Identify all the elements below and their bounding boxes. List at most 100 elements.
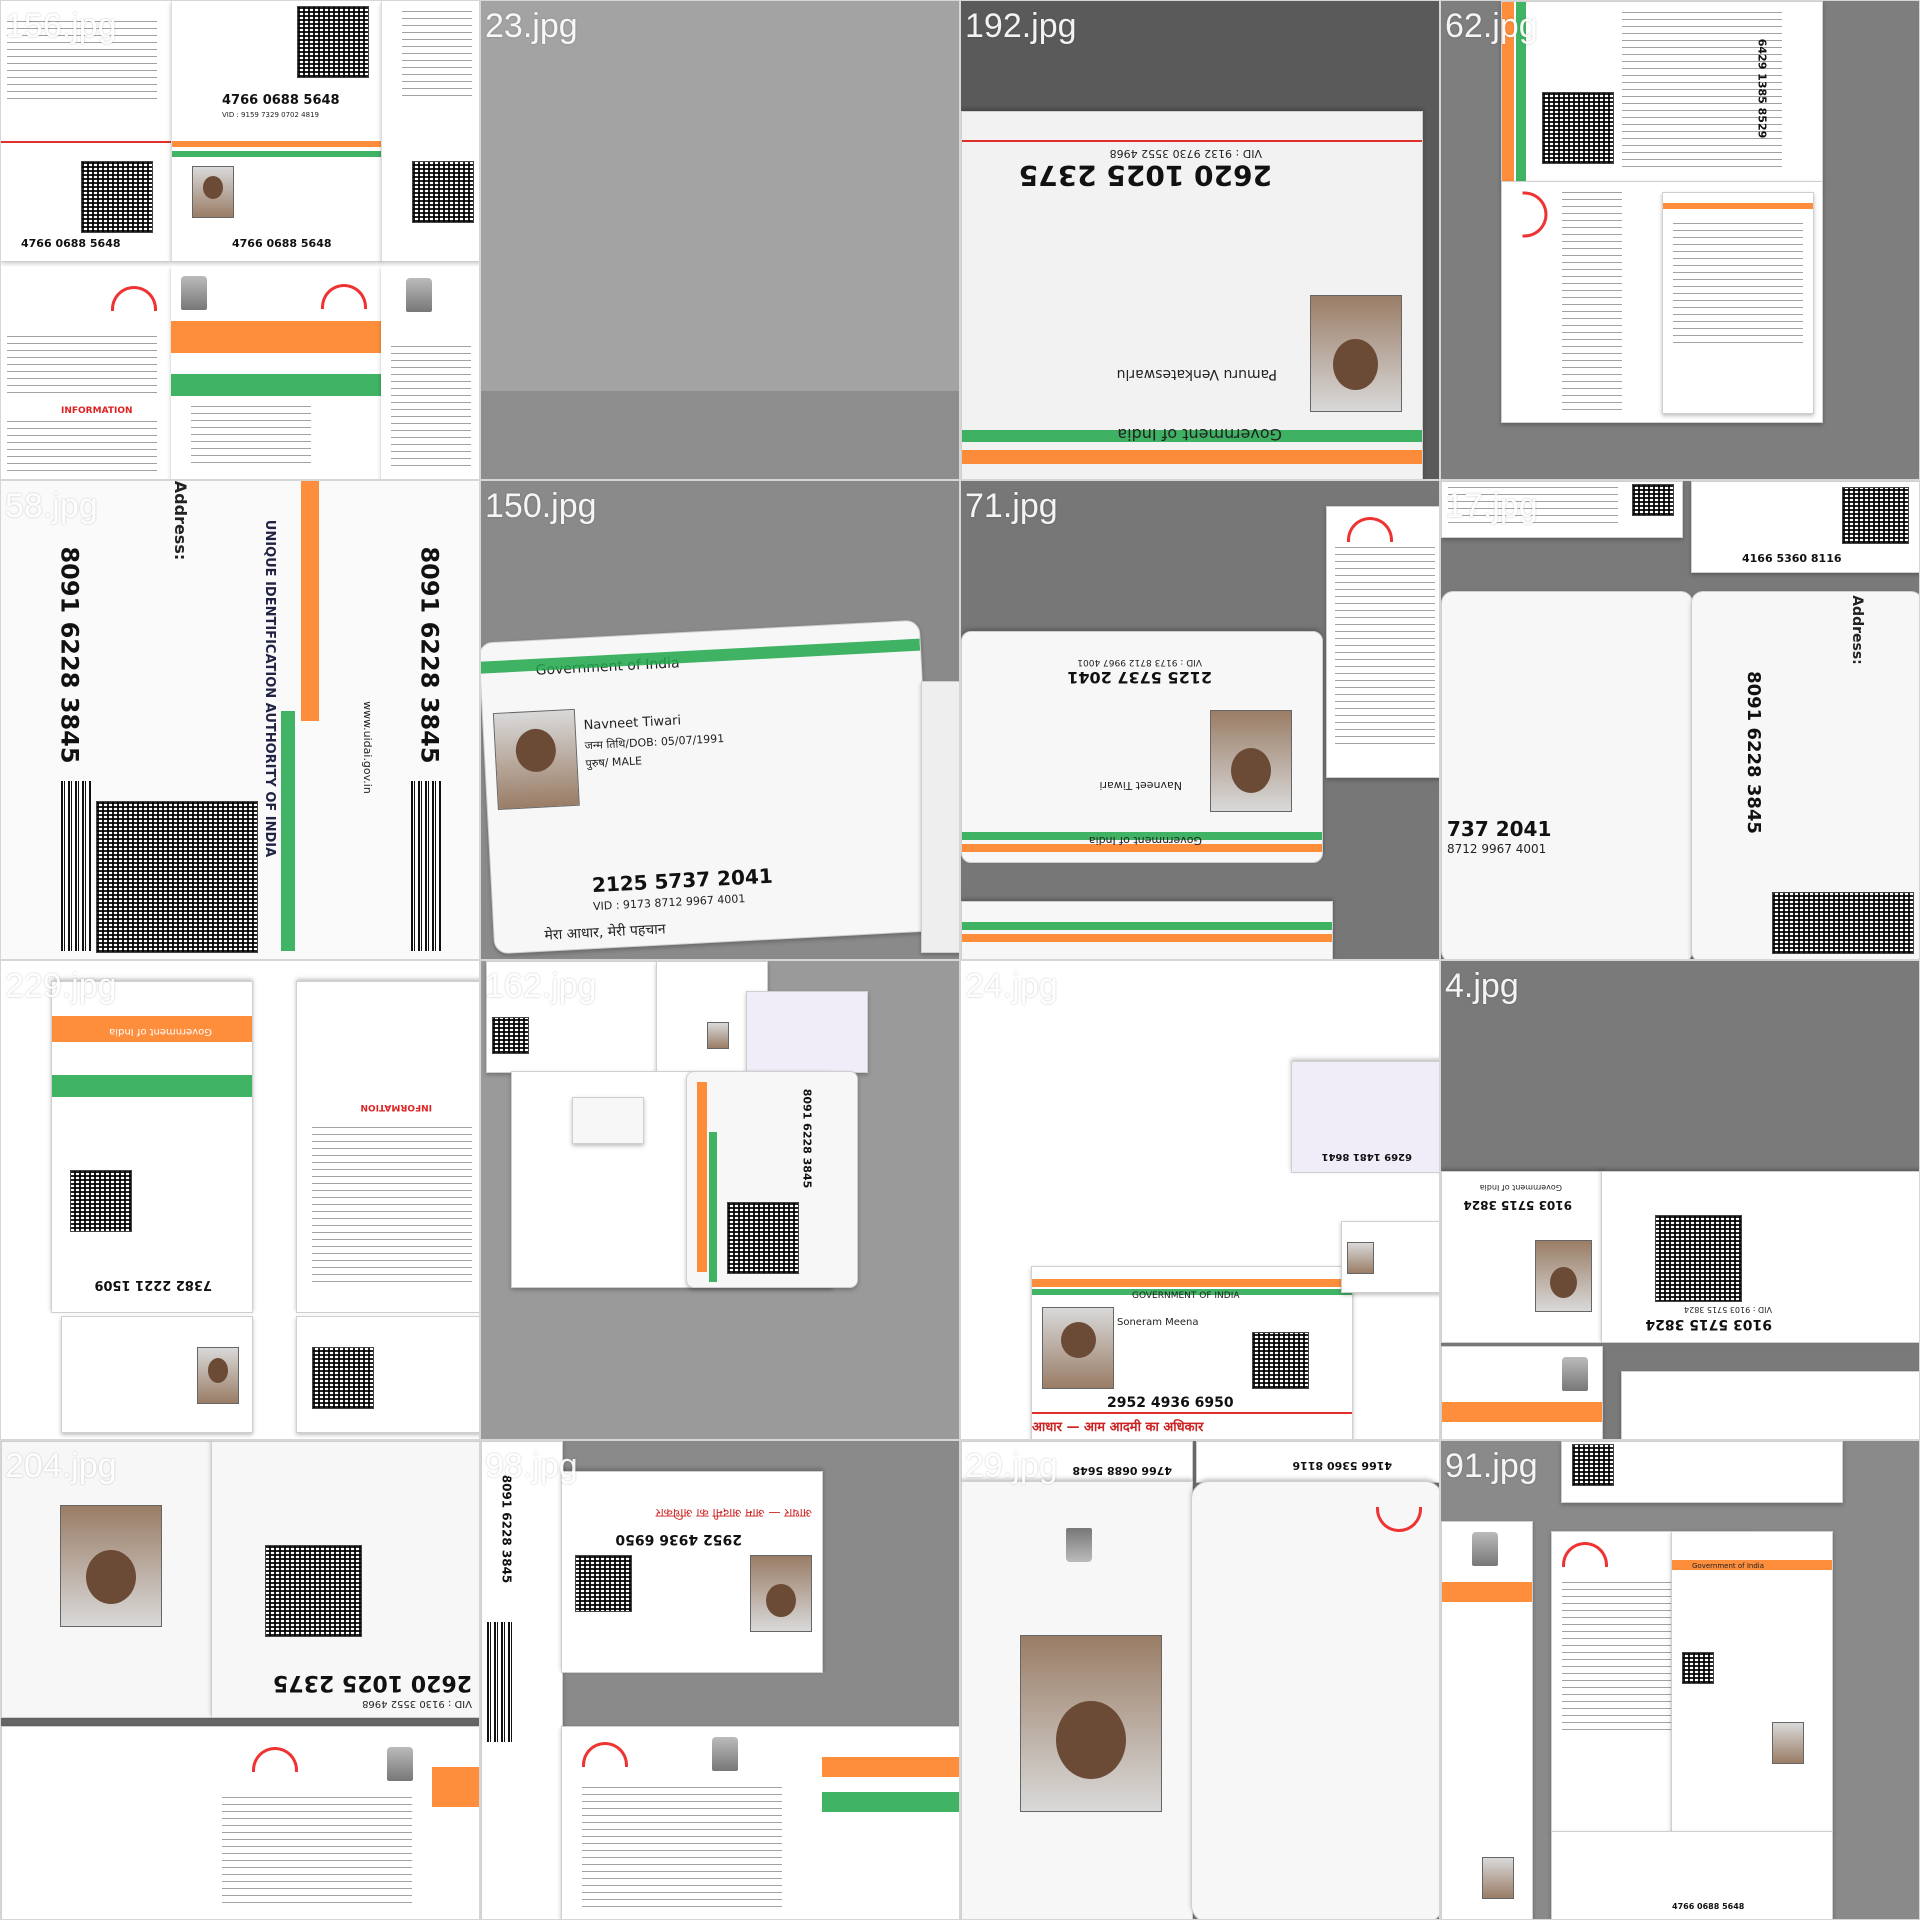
aadhaar-number: 2620 1025 2375 [272,1670,472,1695]
barcode [487,1622,512,1742]
vid-text: VID : 9130 3552 4968 [362,1698,472,1709]
saffron-band [171,321,381,353]
info-text-lines [582,1787,782,1907]
aadhaar-number: 8091 6228 3845 [55,546,84,764]
aadhaar-number: 4766 0688 5648 [1072,1464,1172,1477]
letter-strip [1441,481,1683,538]
grid-tile[interactable]: 4766 0688 5648 4166 5360 8116 29.jpg [960,1440,1440,1920]
info-text-lines [7,421,157,471]
aadhaar-number: 6269 1481 8641 [1321,1151,1412,1162]
qr-code [1632,484,1674,516]
tile-filename: 71.jpg [965,487,1058,525]
vid-text: VID : 9173 8712 9967 4001 [1077,657,1202,667]
saffron-band [1502,2,1514,182]
aadhaar-number: 8091 6228 3845 [800,1088,814,1189]
grid-tile[interactable]: 4766 0688 5648 4766 0688 5648 VID : 9159… [0,0,480,480]
tile-filename: 58.jpg [5,487,98,525]
qr-code [412,161,474,223]
grid-tile[interactable]: 8091 6228 3845 2952 4936 6950 आधार — आम … [480,1440,960,1920]
holder-photo [492,708,580,810]
emblem-icon [1562,1357,1588,1391]
face [203,176,223,199]
grid-tile[interactable]: 8091 6228 3845 Address: UNIQUE IDENTIFIC… [0,480,480,960]
info-text-lines [1622,12,1782,172]
vid-text: VID : 9103 5715 3824 [1684,1305,1772,1314]
grid-tile[interactable]: Government of India Pamuru Venkateswarlu… [960,0,1440,480]
aadhaar-number: 6429 1385 8529 [1755,38,1769,139]
qr-strip [296,1316,479,1433]
letter-thumb [486,961,658,1073]
aadhaar-logo [321,284,367,309]
holder-photo [1482,1857,1514,1899]
aadhaar-number: 737 2041 [1447,817,1552,841]
info-heading: INFORMATION [61,406,133,416]
qr-code [575,1555,632,1612]
aadhaar-number: 8091 6228 3845 [415,546,444,764]
holder-photo [1042,1307,1114,1389]
aadhaar-letter-page: 4766 0688 5648 VID : 9159 7329 0702 4819… [171,1,382,261]
photo-strip [61,1316,253,1433]
aadhaar-number: 9103 5715 3824 [1463,1198,1572,1212]
vid-text: VID : 9132 9730 3552 4968 [1109,147,1262,160]
grid-tile[interactable]: 6269 1481 8641 GOVERNMENT OF INDIA Soner… [960,960,1440,1440]
aadhaar-back-strip: 8091 6228 3845 [481,1441,563,1919]
tagline: मेरा आधार, मेरी पहचान [544,921,667,944]
face [514,727,557,773]
grid-tile[interactable]: 8091 6228 3845 162.jpg [480,960,960,1440]
aadhaar-card-back: Address: 8091 6228 3845 [1691,591,1919,959]
holder-gender: पुरुष/ MALE [585,754,643,771]
qr-code [1682,1652,1714,1684]
tile-filename: 23.jpg [485,7,578,45]
letter-page [1441,1521,1533,1919]
card-thumb [572,1097,644,1144]
face [208,1357,228,1383]
saffron-band [1032,1279,1352,1287]
info-text-lines [312,1122,472,1282]
green-band [481,638,921,674]
face [766,1583,796,1618]
letter-strip: 4166 5360 8116 [1691,481,1919,573]
letter-edge [1621,1371,1919,1439]
aadhaar-letter-page: INFORMATION [1,266,171,479]
next-card-edge [921,681,959,953]
aadhaar-number: 8091 6228 3845 [1742,671,1764,834]
holder-photo [1772,1722,1804,1764]
tile-filename: 17.jpg [1445,487,1538,525]
qr-code [1542,92,1614,164]
emblem-icon [387,1747,413,1781]
tagline: आधार — आम आदमी का अधिकार [1032,1420,1204,1435]
aadhaar-number: 2125 5737 2041 [1067,668,1212,687]
card-thumb [746,991,868,1073]
barcode [411,781,441,951]
tile-filename: 91.jpg [1445,1447,1538,1485]
green-band [709,1132,717,1282]
letter-strip: 4166 5360 8116 [1196,1441,1439,1483]
grid-tile[interactable]: Government of India 4766 0688 5648 91.jp… [1440,1440,1920,1920]
holder-name: Navneet Tiwari [1099,779,1182,792]
info-text-lines [1448,487,1618,527]
holder-name: Navneet Tiwari [583,713,682,734]
tile-filename: 229.jpg [5,967,117,1005]
grid-tile[interactable]: Government of India Navneet Tiwari जन्म … [480,480,960,960]
aadhaar-letter-rotated: 6429 1385 8529 [1501,1,1823,183]
aadhaar-number: 7382 2221 1509 [94,1277,212,1292]
letter-edge [561,1726,959,1919]
aadhaar-number: 4766 0688 5648 [222,93,340,108]
tile-filename: 192.jpg [965,7,1077,45]
aadhaar-number: 2125 5737 2041 [591,863,774,898]
face [1231,748,1271,793]
grid-tile[interactable]: 2620 1025 2375 VID : 9130 3552 4968 204.… [0,1440,480,1920]
tile-filename: 29.jpg [965,1447,1058,1485]
govt-title: Government of India [1117,425,1282,444]
govt-title: Government of India [1692,1562,1765,1570]
grid-tile[interactable]: 6429 1385 8529 62.jpg [1440,0,1920,480]
info-text-lines [402,11,472,101]
face [1333,338,1379,391]
grid-tile[interactable]: Government of India 7382 2221 1509 INFOR… [0,960,480,1440]
saffron-band [962,450,1422,464]
aadhaar-back-rotated: 8091 6228 3845 [686,1071,858,1288]
grid-tile[interactable]: 9103 5715 3824 Government of India 9103 … [1440,960,1920,1440]
grid-tile[interactable]: 23.jpg [480,0,960,480]
grid-tile[interactable]: 4166 5360 8116 737 2041 8712 9967 4001 A… [1440,480,1920,960]
grid-tile[interactable]: Government of India Navneet Tiwari 2125 … [960,480,1440,960]
